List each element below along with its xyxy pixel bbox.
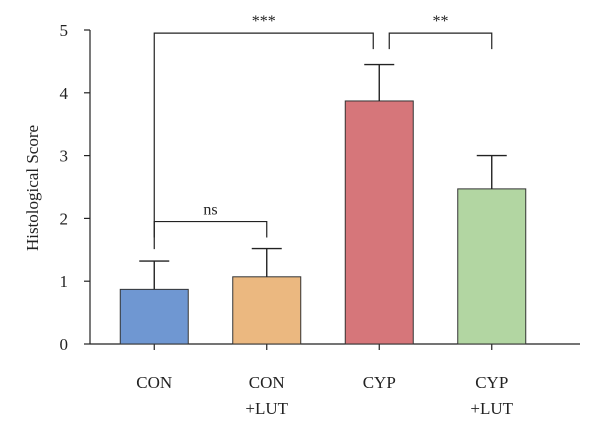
y-tick-label: 5 xyxy=(60,21,69,40)
x-category-label: CON xyxy=(249,373,285,392)
error-bars xyxy=(139,63,507,290)
bar-3 xyxy=(344,100,414,345)
x-category-label-line2: +LUT xyxy=(470,399,513,418)
significance-annotations: ns*** ** xyxy=(153,13,493,250)
x-category-label: CYP xyxy=(475,373,508,392)
bar-2 xyxy=(232,276,302,345)
bars xyxy=(119,100,527,345)
bar-1 xyxy=(119,288,189,345)
y-tick-label: 0 xyxy=(60,335,69,354)
significance-bracket xyxy=(153,32,374,250)
x-category-label-line2: +LUT xyxy=(245,399,288,418)
significance-label: *** xyxy=(252,13,276,30)
y-axis-title: Histological Score xyxy=(23,125,42,251)
x-category-label: CYP xyxy=(363,373,396,392)
significance-bracket xyxy=(153,220,268,238)
y-tick-label: 3 xyxy=(60,147,69,166)
bar-4 xyxy=(457,188,527,345)
significance-label: ns xyxy=(203,202,217,219)
x-axis: CON CON +LUT CYP CYP +LUT xyxy=(90,343,580,418)
y-tick-label: 1 xyxy=(60,272,69,291)
y-axis: 0 1 2 3 4 5 xyxy=(60,21,91,354)
significance-label: ** xyxy=(433,13,449,30)
y-tick-label: 2 xyxy=(60,209,69,228)
significance-bracket xyxy=(388,32,493,50)
x-category-label: CON xyxy=(136,373,172,392)
y-tick-label: 4 xyxy=(60,84,69,103)
